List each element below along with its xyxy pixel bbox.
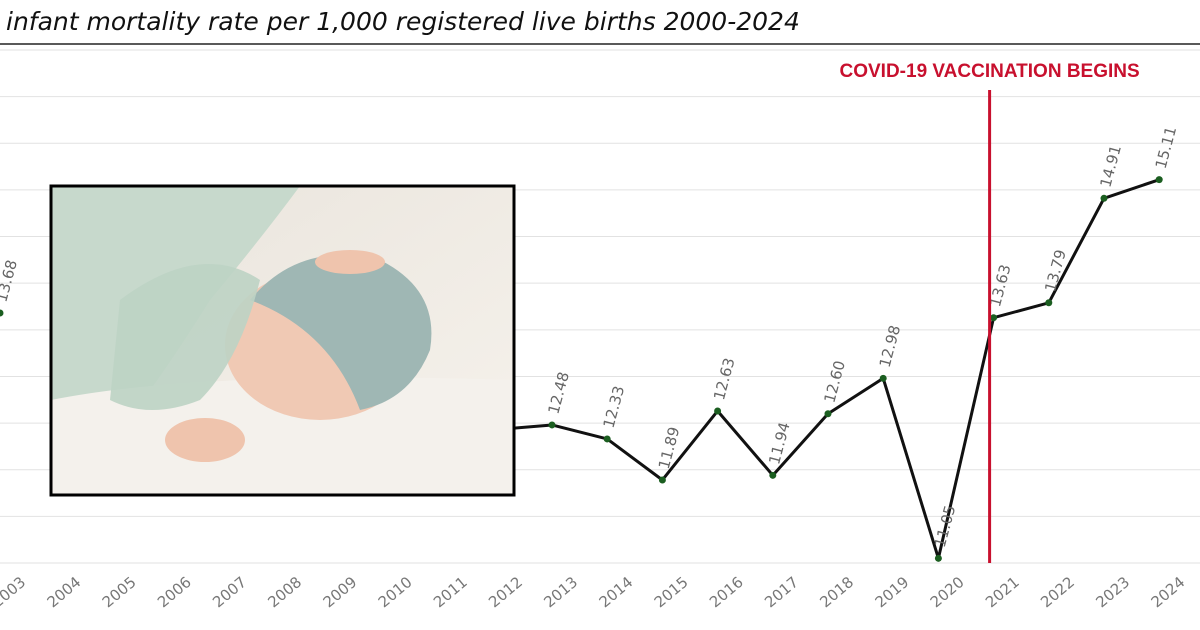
point xyxy=(548,421,556,429)
x-tick-label: 2022 xyxy=(1037,573,1078,611)
x-tick-label: 2017 xyxy=(761,573,802,611)
point xyxy=(714,407,722,415)
x-tick-label: 2010 xyxy=(375,573,416,611)
x-tick-label: 2011 xyxy=(430,573,471,611)
x-tick-label: 2013 xyxy=(540,573,581,611)
x-tick-label: 2016 xyxy=(706,573,747,611)
x-tick-label: 2003 xyxy=(0,573,29,611)
x-tick-label: 2004 xyxy=(44,573,85,611)
point xyxy=(879,374,887,382)
x-tick-label: 2012 xyxy=(485,573,526,611)
value-label: 11.89 xyxy=(655,425,684,471)
point xyxy=(0,309,4,317)
x-tick-label: 2009 xyxy=(320,573,361,611)
point xyxy=(990,314,998,322)
x-tick-label: 2021 xyxy=(982,573,1023,611)
point xyxy=(1045,299,1053,307)
x-tick-label: 2018 xyxy=(816,573,857,611)
x-tick-label: 2024 xyxy=(1148,573,1189,611)
x-tick-label: 2007 xyxy=(209,573,250,611)
value-label: 13.68 xyxy=(0,258,21,304)
x-tick-label: 2019 xyxy=(872,573,913,611)
point xyxy=(824,410,832,418)
value-label: 11.05 xyxy=(931,503,960,549)
x-tick-label: 2020 xyxy=(927,573,968,611)
value-label: 11.94 xyxy=(765,420,794,466)
value-label: 12.63 xyxy=(710,356,739,402)
point xyxy=(603,435,611,443)
x-tick-label: 2015 xyxy=(651,573,692,611)
value-label: 12.60 xyxy=(820,359,849,405)
x-tick-label: 2006 xyxy=(154,573,195,611)
point xyxy=(658,476,666,484)
x-tick-label: 2014 xyxy=(596,573,637,611)
x-tick-label: 2008 xyxy=(264,573,305,611)
annotation-text: COVID-19 VACCINATION BEGINS xyxy=(840,61,1140,82)
value-label: 15.11 xyxy=(1152,125,1181,171)
x-tick-label: 2023 xyxy=(1092,573,1133,611)
point xyxy=(934,554,942,562)
photo xyxy=(49,184,516,497)
chart-title: infant mortality rate per 1,000 register… xyxy=(6,7,800,36)
point xyxy=(769,471,777,479)
point xyxy=(1100,194,1108,202)
x-tick-label: 2005 xyxy=(99,573,140,611)
value-label: 14.91 xyxy=(1096,143,1125,189)
point xyxy=(1155,176,1163,184)
